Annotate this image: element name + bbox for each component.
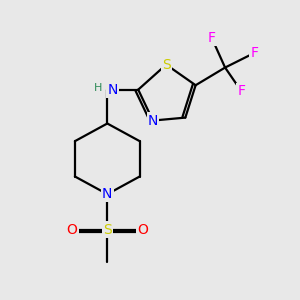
Text: S: S	[162, 58, 171, 72]
Text: N: N	[148, 114, 158, 128]
Text: H: H	[94, 83, 103, 93]
Text: O: O	[137, 223, 148, 236]
Text: N: N	[107, 82, 118, 97]
Text: S: S	[103, 223, 112, 236]
Text: F: F	[250, 46, 259, 60]
Text: F: F	[208, 31, 216, 45]
Text: F: F	[237, 84, 245, 98]
Text: N: N	[102, 187, 112, 201]
Text: O: O	[67, 223, 77, 236]
